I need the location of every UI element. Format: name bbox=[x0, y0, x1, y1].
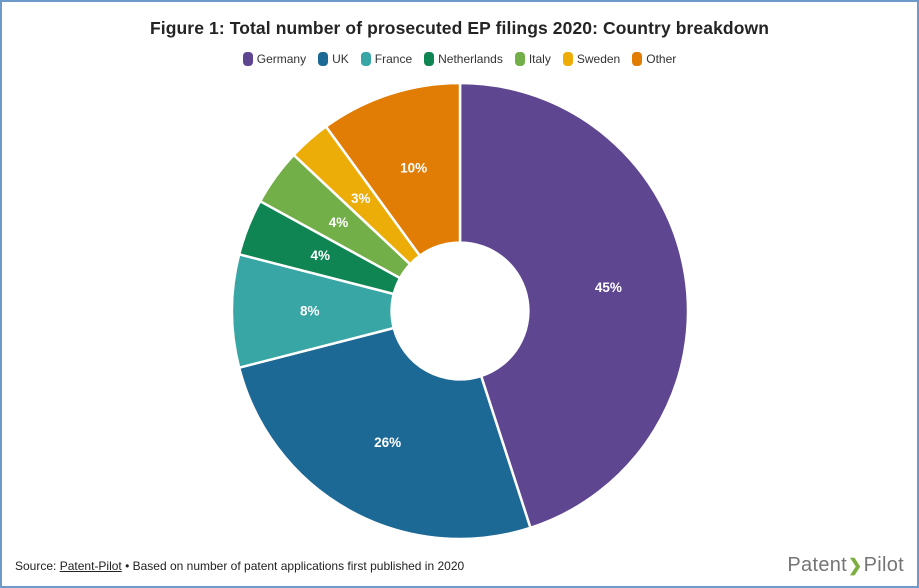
pie-slice-other bbox=[324, 81, 462, 257]
pie-slice-germany bbox=[458, 81, 690, 530]
legend-swatch-italy bbox=[514, 52, 525, 66]
source-link[interactable]: Patent-Pilot bbox=[59, 559, 122, 573]
legend-label-italy: Italy bbox=[528, 52, 551, 66]
slice-label-germany: 45% bbox=[595, 280, 622, 295]
pie-slice-france bbox=[230, 253, 395, 369]
chevron-right-icon: ❯ bbox=[848, 556, 863, 575]
legend-swatch-other bbox=[632, 52, 643, 66]
chart-legend: Germany UK France Netherlands Italy Sweden Oth… bbox=[2, 52, 917, 66]
slice-label-italy: 4% bbox=[329, 215, 349, 230]
legend-label-france: France bbox=[374, 52, 413, 66]
legend-item-france: France bbox=[360, 52, 413, 66]
legend-item-uk: UK bbox=[318, 52, 349, 66]
patent-pilot-logo: Patent❯Pilot bbox=[787, 554, 904, 577]
legend-swatch-germany bbox=[242, 52, 253, 66]
legend-label-netherlands: Netherlands bbox=[438, 52, 503, 66]
slice-label-other: 10% bbox=[400, 161, 427, 176]
pie-slice-uk bbox=[237, 326, 532, 541]
chart-title: Figure 1: Total number of prosecuted EP … bbox=[149, 18, 770, 38]
legend-item-germany: Germany bbox=[242, 52, 307, 66]
source-line: Source: Patent-Pilot • Based on number o… bbox=[15, 559, 464, 573]
legend-label-sweden: Sweden bbox=[576, 52, 621, 66]
legend-item-netherlands: Netherlands bbox=[424, 52, 503, 66]
slice-label-sweden: 3% bbox=[351, 191, 371, 206]
legend-swatch-sweden bbox=[562, 52, 573, 66]
legend-label-germany: Germany bbox=[256, 52, 307, 66]
slice-label-france: 8% bbox=[300, 304, 320, 319]
legend-swatch-france bbox=[360, 52, 371, 66]
legend-label-other: Other bbox=[646, 52, 677, 66]
legend-item-other: Other bbox=[632, 52, 676, 66]
slice-label-uk: 26% bbox=[374, 435, 401, 450]
legend-item-italy: Italy bbox=[514, 52, 551, 66]
source-suffix: • Based on number of patent applications… bbox=[121, 559, 465, 573]
legend-swatch-netherlands bbox=[424, 52, 435, 66]
legend-label-uk: UK bbox=[332, 52, 349, 66]
slice-label-netherlands: 4% bbox=[311, 248, 331, 263]
legend-item-sweden: Sweden bbox=[562, 52, 621, 66]
legend-swatch-uk bbox=[318, 52, 329, 66]
source-prefix: Source: bbox=[15, 559, 60, 573]
logo-text-pilot: Pilot bbox=[863, 554, 904, 576]
logo-text-patent: Patent bbox=[787, 554, 848, 576]
